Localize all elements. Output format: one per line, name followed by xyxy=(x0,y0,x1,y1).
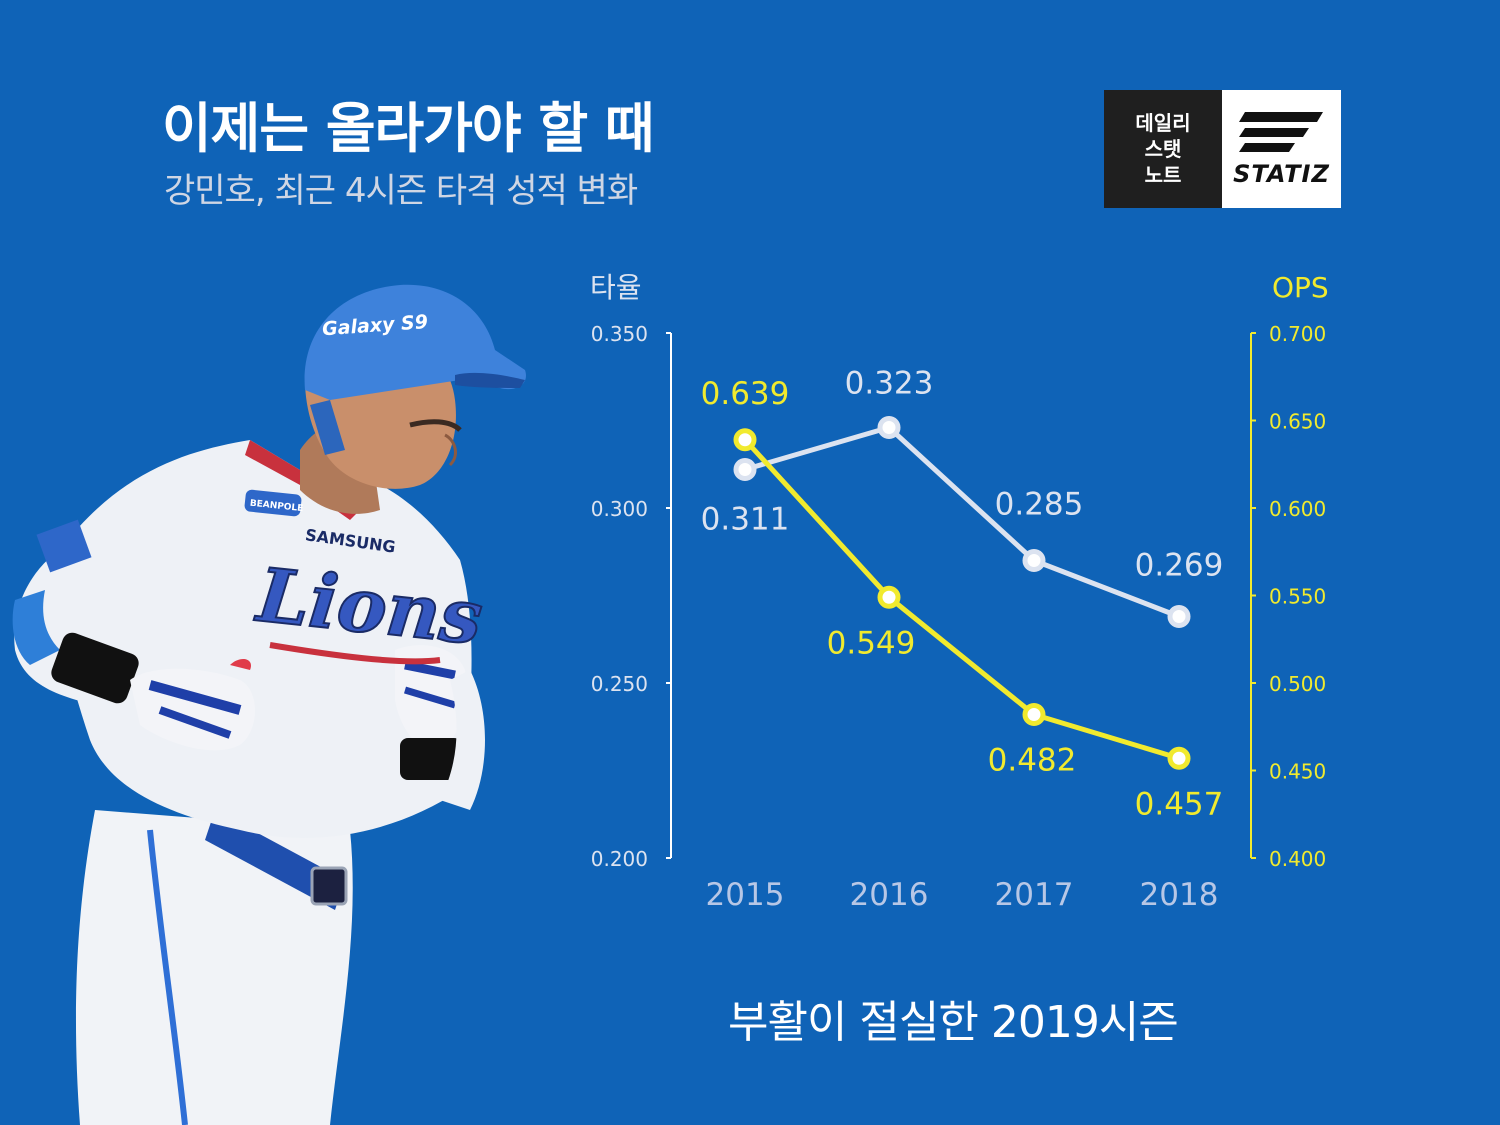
player-jersey xyxy=(57,440,472,838)
player-pants xyxy=(75,810,353,1125)
left-tick-label: 0.300 xyxy=(591,497,648,521)
left-axis-label: 타율 xyxy=(590,271,642,304)
ops-data-label: 0.457 xyxy=(1135,786,1224,822)
right-tick-label: 0.400 xyxy=(1269,847,1326,871)
right-tick-label: 0.600 xyxy=(1269,497,1326,521)
avg-data-label: 0.311 xyxy=(701,502,790,538)
daily-stat-note-badge: 데일리 스탯 노트 xyxy=(1104,90,1222,208)
right-tick-label: 0.650 xyxy=(1269,410,1326,434)
left-tick-label: 0.350 xyxy=(591,322,648,346)
ops-data-point xyxy=(877,585,901,609)
avg-data-point xyxy=(877,416,901,439)
x-tick-label: 2017 xyxy=(995,877,1074,913)
statiz-wordmark: STATIZ xyxy=(1233,160,1330,188)
right-tick-label: 0.450 xyxy=(1269,760,1326,784)
statiz-stripes-icon xyxy=(1238,112,1323,152)
avg-data-point xyxy=(733,458,757,481)
x-tick-label: 2015 xyxy=(706,877,785,913)
x-tick-label: 2018 xyxy=(1140,877,1219,913)
logo-line-3: 노트 xyxy=(1144,163,1182,187)
left-tick-label: 0.200 xyxy=(591,847,648,871)
statiz-logo: 데일리 스탯 노트 STATIZ xyxy=(1104,90,1341,208)
right-tick-label: 0.700 xyxy=(1269,322,1326,346)
footer-caption: 부활이 절실한 2019시즌 xyxy=(728,997,1179,1048)
avg-data-label: 0.285 xyxy=(995,487,1084,523)
avg-data-point xyxy=(1022,549,1046,572)
ops-series-line xyxy=(743,438,1180,761)
ops-data-label: 0.549 xyxy=(827,625,916,661)
logo-line-2: 스탯 xyxy=(1144,137,1182,161)
ops-data-point xyxy=(733,428,757,452)
player-helmet xyxy=(304,284,526,400)
ops-data-label: 0.482 xyxy=(988,743,1077,779)
ops-data-point xyxy=(1022,703,1046,726)
x-tick-label: 2016 xyxy=(850,877,929,913)
page-title: 이제는 올라가야 할 때 xyxy=(162,97,655,160)
page-subtitle: 강민호, 최근 4시즌 타격 성적 변화 xyxy=(164,171,638,211)
player-belt xyxy=(205,810,345,910)
ops-data-point xyxy=(1167,746,1191,770)
avg-series-line xyxy=(744,425,1180,619)
avg-data-label: 0.269 xyxy=(1135,548,1224,584)
right-tick-label: 0.550 xyxy=(1269,585,1326,609)
logo-line-1: 데일리 xyxy=(1135,111,1191,135)
right-axis-label: OPS xyxy=(1272,271,1329,304)
avg-data-point xyxy=(1167,605,1191,628)
ops-data-label: 0.639 xyxy=(701,376,790,412)
avg-data-label: 0.323 xyxy=(845,366,934,402)
player-photo: SAMSUNG Lions BEANPOLE Galaxy S9 xyxy=(12,284,526,1125)
left-tick-label: 0.250 xyxy=(591,672,648,696)
right-tick-label: 0.500 xyxy=(1269,672,1326,696)
statiz-brand: STATIZ xyxy=(1222,90,1341,208)
